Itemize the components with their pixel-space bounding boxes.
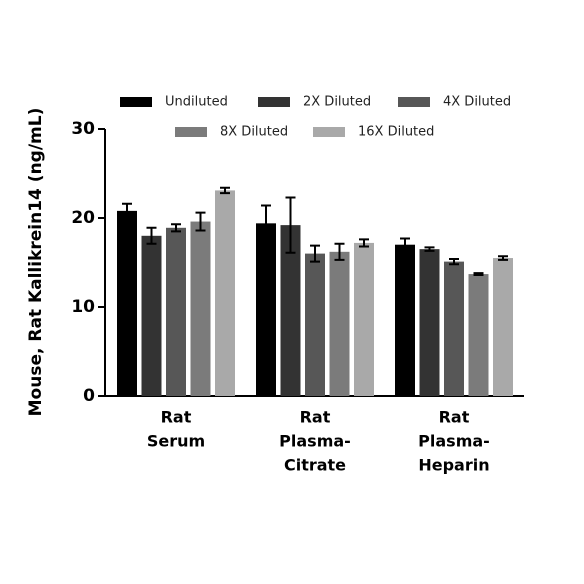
bar xyxy=(215,190,235,396)
y-tick-label: 20 xyxy=(71,208,95,228)
error-bar xyxy=(122,202,132,219)
x-tick-label: Serum xyxy=(147,432,205,451)
legend-label: Undiluted xyxy=(165,95,228,110)
bar xyxy=(419,249,440,396)
error-bar xyxy=(285,196,296,254)
bar xyxy=(493,258,513,396)
bar xyxy=(329,251,350,396)
legend-label: 16X Diluted xyxy=(358,125,434,140)
bar xyxy=(141,235,162,396)
error-bar xyxy=(220,186,230,195)
error-bar xyxy=(498,255,508,261)
x-tick-label: Rat xyxy=(161,408,192,427)
error-bar xyxy=(310,244,320,263)
bar xyxy=(305,253,325,396)
legend-label: 2X Diluted xyxy=(303,95,371,110)
bar xyxy=(395,244,415,396)
x-tick-label: Plasma- xyxy=(279,432,351,451)
error-bar xyxy=(171,223,181,233)
bar xyxy=(190,221,211,396)
bar xyxy=(117,210,137,396)
legend-label: 8X Diluted xyxy=(220,125,288,140)
error-bar xyxy=(261,204,271,243)
error-bar xyxy=(146,226,157,245)
y-tick-label: 0 xyxy=(83,386,95,406)
legend-swatch xyxy=(175,127,207,137)
error-bar xyxy=(195,211,206,232)
y-axis-label: Mouse, Rat Kallikrein14 (ng/mL) xyxy=(26,108,46,417)
y-tick-label: 10 xyxy=(71,297,95,317)
bar xyxy=(468,274,489,396)
error-bar xyxy=(400,237,410,252)
bar xyxy=(166,227,186,396)
x-tick-label: Plasma- xyxy=(418,432,490,451)
error-bar xyxy=(424,246,435,252)
error-bar xyxy=(473,272,484,276)
legend-swatch xyxy=(120,97,152,107)
x-tick-label: Citrate xyxy=(284,456,346,475)
legend-swatch xyxy=(258,97,290,107)
bar xyxy=(444,261,464,396)
legend-swatch xyxy=(398,97,430,107)
y-tick-label: 30 xyxy=(71,119,95,139)
bar xyxy=(256,223,276,396)
bar xyxy=(354,242,374,396)
legend-label: 4X Diluted xyxy=(443,95,511,110)
error-bar xyxy=(334,242,345,261)
x-tick-label: Rat xyxy=(439,408,470,427)
x-tick-label: Heparin xyxy=(418,456,489,475)
error-bar xyxy=(449,257,459,266)
error-bar xyxy=(359,238,369,248)
x-tick-label: Rat xyxy=(300,408,331,427)
legend-swatch xyxy=(313,127,345,137)
bar xyxy=(280,225,301,396)
